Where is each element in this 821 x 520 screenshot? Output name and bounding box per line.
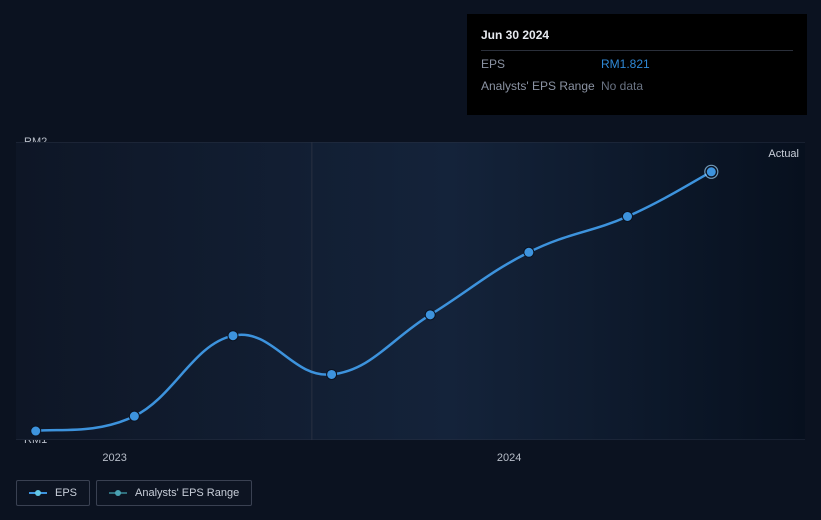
legend-swatch-icon bbox=[29, 488, 47, 498]
tooltip-row-label: EPS bbox=[481, 55, 601, 73]
legend-item-range[interactable]: Analysts' EPS Range bbox=[96, 480, 252, 506]
tooltip-row-label: Analysts' EPS Range bbox=[481, 77, 601, 95]
legend-swatch-icon bbox=[109, 488, 127, 498]
actual-region-label: Actual bbox=[768, 148, 799, 160]
tooltip-row-eps: EPS RM1.821 bbox=[481, 51, 793, 73]
x-tick-label: 2023 bbox=[102, 452, 126, 464]
chart-legend: EPS Analysts' EPS Range bbox=[16, 480, 252, 506]
tooltip-row-range: Analysts' EPS Range No data bbox=[481, 73, 793, 95]
tooltip-row-value: No data bbox=[601, 77, 643, 95]
legend-label: Analysts' EPS Range bbox=[135, 487, 239, 499]
tooltip-date: Jun 30 2024 bbox=[481, 26, 793, 51]
chart-tooltip: Jun 30 2024 EPS RM1.821 Analysts' EPS Ra… bbox=[467, 14, 807, 115]
x-tick-label: 2024 bbox=[497, 452, 521, 464]
chart-plot-area[interactable] bbox=[16, 142, 805, 440]
eps-chart: Jun 30 2024 EPS RM1.821 Analysts' EPS Ra… bbox=[0, 0, 821, 520]
tooltip-row-value: RM1.821 bbox=[601, 55, 650, 73]
legend-label: EPS bbox=[55, 487, 77, 499]
legend-item-eps[interactable]: EPS bbox=[16, 480, 90, 506]
